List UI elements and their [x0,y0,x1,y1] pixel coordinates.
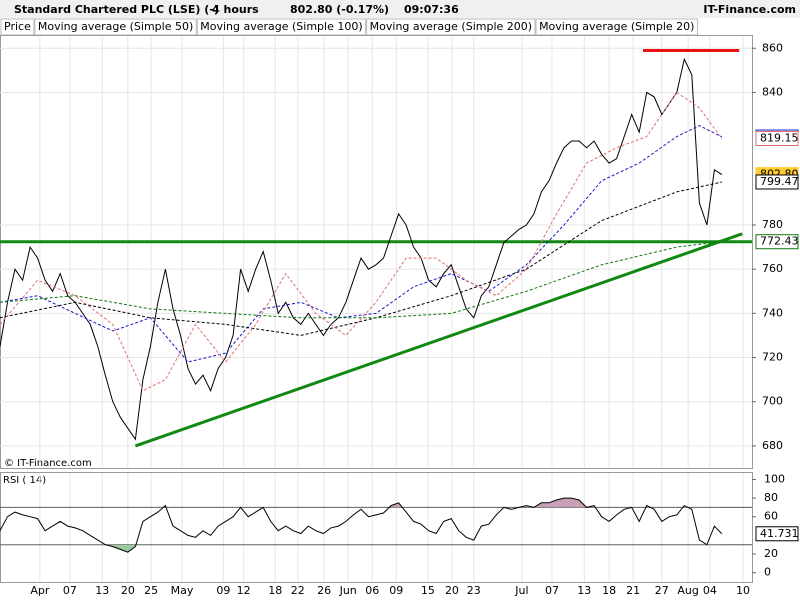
x-tick-label: 23 [467,584,481,597]
x-tick-label: 25 [144,584,158,597]
x-tick-label: 12 [237,584,251,597]
x-tick-label: 07 [63,584,77,597]
x-tick-label: 15 [421,584,435,597]
legend-label: Moving average (Simple 50) [38,20,193,33]
copyright: © IT-Finance.com [4,458,92,469]
y-tick-label: 100 [764,472,785,485]
legend-label: Moving average (Simple 100) [200,20,362,33]
value-label: 819.15 [760,132,799,145]
value-label: 799.47 [760,175,799,188]
y-tick-label: 80 [764,491,778,504]
main-frame [0,35,753,469]
value-box [755,174,799,190]
value-box [755,131,799,147]
rsi-frame [0,472,753,583]
x-tick-label: 26 [317,584,331,597]
x-tick-label: 21 [626,584,640,597]
x-tick-label: 18 [268,584,282,597]
x-tick-label: Apr [30,584,50,597]
x-tick-label: 13 [577,584,591,597]
value-label: 772.43 [760,235,799,248]
value-box [755,526,799,542]
series-line [0,241,722,319]
x-tick-label: 18 [602,584,616,597]
y-tick-label: 860 [762,41,783,54]
y-tick-label: 60 [764,510,778,523]
y-tick-label: 840 [762,85,783,98]
value-label: 41.731 [760,527,799,540]
price: 802.80 (-0.17%) [290,3,389,16]
x-tick-label: 20 [121,584,135,597]
legend-label: Moving average (Simple 200) [370,20,532,33]
y-tick-label: 740 [762,306,783,319]
legend: Price Moving average (Simple 50) Moving av… [0,18,698,36]
y-tick-label: 20 [764,547,778,560]
brand: IT-Finance.com [703,3,796,16]
x-tick-label: 07 [545,584,559,597]
x-tick-label: 10 [736,584,750,597]
y-tick-label: 0 [764,566,771,579]
x-tick-label: Jun [339,584,357,597]
x-tick-label: 04 [703,584,717,597]
series-line [0,125,723,363]
trendline [134,232,743,448]
x-tick-label: Aug [677,584,698,597]
x-tick-label: 27 [655,584,669,597]
interval: 4 hours [212,3,259,16]
x-tick-label: 09 [216,584,230,597]
rsi-line [0,497,723,553]
series-line [0,57,723,441]
y-tick-label: 680 [762,439,783,452]
y-tick-label: 720 [762,351,783,364]
title: Standard Chartered PLC (LSE) (-) [14,3,219,16]
y-tick-label: 700 [762,395,783,408]
x-tick-label: 06 [365,584,379,597]
legend-label: Price [4,20,31,33]
y-tick-label: 780 [762,218,783,231]
legend-label: Moving average (Simple 20) [539,20,694,33]
x-tick-label: 22 [291,584,305,597]
y-tick-label: 760 [762,262,783,275]
time: 09:07:36 [404,3,459,16]
x-tick-label: 09 [389,584,403,597]
header-bar [0,0,800,18]
x-tick-label: 20 [445,584,459,597]
value-box [755,234,799,250]
x-tick-label: 13 [95,584,109,597]
x-tick-label: Jul [514,584,528,597]
rsi-title: RSI ( 14) [3,475,46,486]
x-tick-label: May [171,584,194,597]
